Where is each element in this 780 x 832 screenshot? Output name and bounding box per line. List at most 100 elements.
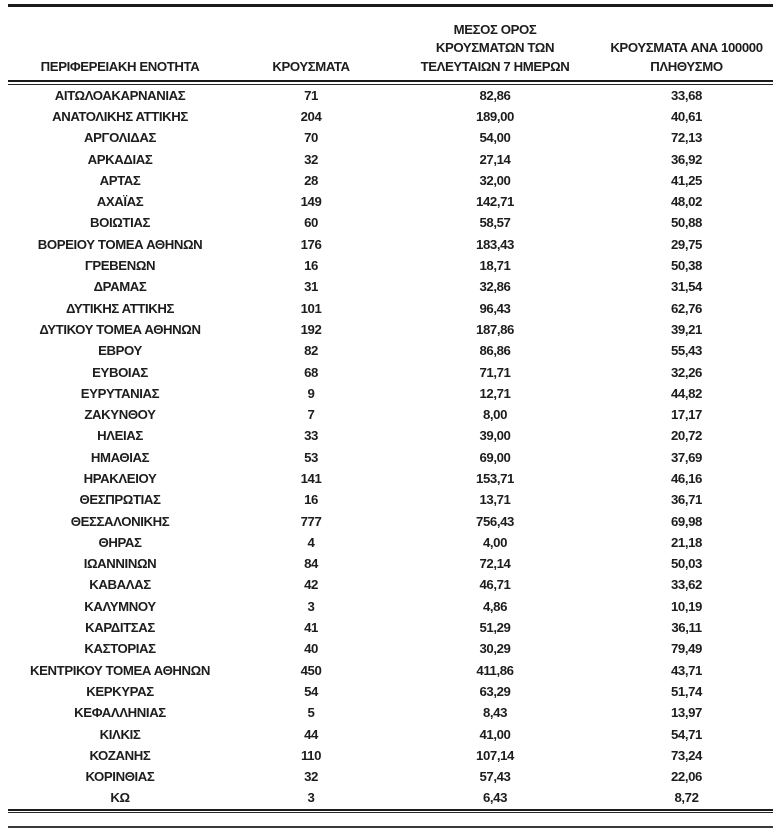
avg7-cell: 183,43 bbox=[476, 236, 514, 252]
cases-cell: 176 bbox=[300, 236, 322, 252]
per100k-cell: 48,02 bbox=[670, 194, 702, 210]
region-cell: ΕΥΡΥΤΑΝΙΑΣ bbox=[80, 385, 160, 401]
table-row: ΑΧΑΪΑΣ 149 142,71 48,02 bbox=[8, 191, 773, 212]
region-cell: ΑΙΤΩΛΟΑΚΑΡΝΑΝΙΑΣ bbox=[54, 87, 186, 103]
cases-cell: 110 bbox=[300, 747, 322, 763]
per100k-cell: 43,71 bbox=[670, 662, 702, 678]
cases-cell: 40 bbox=[304, 641, 318, 657]
per100k-cell: 62,76 bbox=[670, 300, 702, 316]
per100k-cell: 46,16 bbox=[670, 470, 702, 486]
avg7-cell: 72,14 bbox=[479, 556, 511, 572]
cases-cell: 41 bbox=[304, 620, 318, 636]
cases-cell: 33 bbox=[304, 428, 318, 444]
per100k-cell: 32,26 bbox=[670, 364, 702, 380]
per100k-cell: 37,69 bbox=[670, 449, 702, 465]
avg7-cell: 57,43 bbox=[479, 769, 511, 785]
column-header-per100k: ΚΡΟΥΣΜΑΤΑ ΑΝΑ 100000 ΠΛΗΘΥΣΜΟ bbox=[600, 39, 773, 76]
per100k-cell: 72,13 bbox=[670, 130, 702, 146]
avg7-cell: 8,00 bbox=[482, 407, 508, 423]
cases-cell: 42 bbox=[304, 577, 318, 593]
cases-cell: 16 bbox=[304, 492, 318, 508]
avg7-cell: 71,71 bbox=[479, 364, 511, 380]
region-cell: ΚΕΝΤΡΙΚΟΥ ΤΟΜΕΑ ΑΘΗΝΩΝ bbox=[30, 662, 210, 678]
table-row: ΚΙΛΚΙΣ 44 41,00 54,71 bbox=[8, 723, 773, 744]
table-row: ΚΑΒΑΛΑΣ 42 46,71 33,62 bbox=[8, 574, 773, 595]
table-row: ΗΜΑΘΙΑΣ 53 69,00 37,69 bbox=[8, 447, 773, 468]
cases-cell: 141 bbox=[300, 470, 322, 486]
region-cell: ΗΡΑΚΛΕΙΟΥ bbox=[83, 470, 157, 486]
column-header-region-line: ΠΕΡΙΦΕΡΕΙΑΚΗ ΕΝΟΤΗΤΑ bbox=[40, 58, 200, 74]
region-cell: ΑΝΑΤΟΛΙΚΗΣ ΑΤΤΙΚΗΣ bbox=[52, 108, 188, 124]
table-row: ΚΟΖΑΝΗΣ 110 107,14 73,24 bbox=[8, 745, 773, 766]
table-row: ΘΕΣΠΡΩΤΙΑΣ 16 13,71 36,71 bbox=[8, 489, 773, 510]
region-cell: ΗΛΕΙΑΣ bbox=[97, 428, 143, 444]
cases-cell: 204 bbox=[300, 108, 322, 124]
region-cell: ΑΡΓΟΛΙΔΑΣ bbox=[84, 130, 156, 146]
per100k-cell: 40,61 bbox=[670, 108, 702, 124]
cases-cell: 450 bbox=[300, 662, 322, 678]
region-cell: ΚΕΦΑΛΛΗΝΙΑΣ bbox=[74, 705, 166, 721]
region-cell: ΕΒΡΟΥ bbox=[98, 343, 142, 359]
column-header-per100k-line1: ΚΡΟΥΣΜΑΤΑ ΑΝΑ 100000 bbox=[610, 40, 763, 55]
cases-cell: 4 bbox=[307, 534, 315, 550]
table-body: ΑΙΤΩΛΟΑΚΑΡΝΑΝΙΑΣ 71 82,86 33,68 ΑΝΑΤΟΛΙΚΗΣ Α… bbox=[8, 85, 773, 809]
cases-cell: 192 bbox=[300, 321, 322, 337]
avg7-cell: 39,00 bbox=[479, 428, 511, 444]
avg7-cell: 187,86 bbox=[476, 321, 514, 337]
per100k-cell: 31,54 bbox=[670, 279, 702, 295]
per100k-cell: 51,74 bbox=[670, 683, 702, 699]
per100k-cell: 36,71 bbox=[670, 492, 702, 508]
avg7-cell: 32,86 bbox=[479, 279, 511, 295]
cases-cell: 44 bbox=[304, 726, 318, 742]
region-cell: ΔΥΤΙΚΗΣ ΑΤΤΙΚΗΣ bbox=[65, 300, 175, 316]
avg7-cell: 63,29 bbox=[479, 683, 511, 699]
cases-cell: 68 bbox=[304, 364, 318, 380]
cases-cell: 3 bbox=[307, 598, 315, 614]
region-cell: ΑΡΚΑΔΙΑΣ bbox=[87, 151, 153, 167]
table-row: ΕΥΒΟΙΑΣ 68 71,71 32,26 bbox=[8, 361, 773, 382]
avg7-cell: 189,00 bbox=[476, 108, 514, 124]
per100k-cell: 22,06 bbox=[670, 769, 702, 785]
avg7-cell: 756,43 bbox=[476, 513, 514, 529]
table-row: ΔΡΑΜΑΣ 31 32,86 31,54 bbox=[8, 276, 773, 297]
region-cell: ΚΟΡΙΝΘΙΑΣ bbox=[85, 769, 155, 785]
table-row: ΚΑΣΤΟΡΙΑΣ 40 30,29 79,49 bbox=[8, 638, 773, 659]
table-row: ΓΡΕΒΕΝΩΝ 16 18,71 50,38 bbox=[8, 255, 773, 276]
cases-cell: 9 bbox=[307, 385, 315, 401]
per100k-cell: 54,71 bbox=[670, 726, 702, 742]
table-top-rule bbox=[8, 4, 773, 7]
avg7-cell: 12,71 bbox=[479, 385, 511, 401]
cases-cell: 84 bbox=[304, 556, 318, 572]
avg7-cell: 96,43 bbox=[479, 300, 511, 316]
cases-cell: 32 bbox=[304, 151, 318, 167]
column-header-avg7-line3: ΤΕΛΕΥΤΑΙΩΝ 7 ΗΜΕΡΩΝ bbox=[420, 58, 570, 74]
avg7-cell: 82,86 bbox=[479, 87, 511, 103]
per100k-cell: 69,98 bbox=[670, 513, 702, 529]
cases-cell: 70 bbox=[304, 130, 318, 146]
region-cell: ΑΡΤΑΣ bbox=[99, 172, 141, 188]
cases-table: ΠΕΡΙΦΕΡΕΙΑΚΗ ΕΝΟΤΗΤΑ ΚΡΟΥΣΜΑΤΑ ΜΕΣΟΣ ΟΡΟ… bbox=[8, 4, 773, 829]
per100k-cell: 36,92 bbox=[670, 151, 702, 167]
cases-cell: 71 bbox=[304, 87, 318, 103]
per100k-cell: 29,75 bbox=[670, 236, 702, 252]
column-header-cases: ΚΡΟΥΣΜΑΤΑ bbox=[232, 58, 390, 77]
table-row: ΚΕΝΤΡΙΚΟΥ ΤΟΜΕΑ ΑΘΗΝΩΝ 450 411,86 43,71 bbox=[8, 660, 773, 681]
avg7-cell: 41,00 bbox=[479, 726, 511, 742]
avg7-cell: 142,71 bbox=[476, 194, 514, 210]
table-row: ΚΑΡΔΙΤΣΑΣ 41 51,29 36,11 bbox=[8, 617, 773, 638]
region-cell: ΚΑΡΔΙΤΣΑΣ bbox=[85, 620, 155, 636]
column-header-avg7-line2: ΚΡΟΥΣΜΑΤΩΝ ΤΩΝ bbox=[435, 40, 555, 55]
per100k-cell: 44,82 bbox=[670, 385, 702, 401]
table-bottom-rule bbox=[8, 808, 773, 814]
avg7-cell: 46,71 bbox=[479, 577, 511, 593]
avg7-cell: 54,00 bbox=[479, 130, 511, 146]
per100k-cell: 17,17 bbox=[670, 407, 702, 423]
column-header-avg7-line1: ΜΕΣΟΣ ΟΡΟΣ bbox=[453, 21, 537, 37]
table-row: ΕΒΡΟΥ 82 86,86 55,43 bbox=[8, 340, 773, 361]
table-row: ΒΟΙΩΤΙΑΣ 60 58,57 50,88 bbox=[8, 212, 773, 233]
cases-cell: 82 bbox=[304, 343, 318, 359]
avg7-cell: 13,71 bbox=[479, 492, 511, 508]
table-header-row: ΠΕΡΙΦΕΡΕΙΑΚΗ ΕΝΟΤΗΤΑ ΚΡΟΥΣΜΑΤΑ ΜΕΣΟΣ ΟΡΟ… bbox=[8, 7, 773, 80]
cases-cell: 31 bbox=[304, 279, 318, 295]
column-header-avg7: ΜΕΣΟΣ ΟΡΟΣ ΚΡΟΥΣΜΑΤΩΝ ΤΩΝ ΤΕΛΕΥΤΑΙΩΝ 7 Η… bbox=[390, 21, 600, 77]
